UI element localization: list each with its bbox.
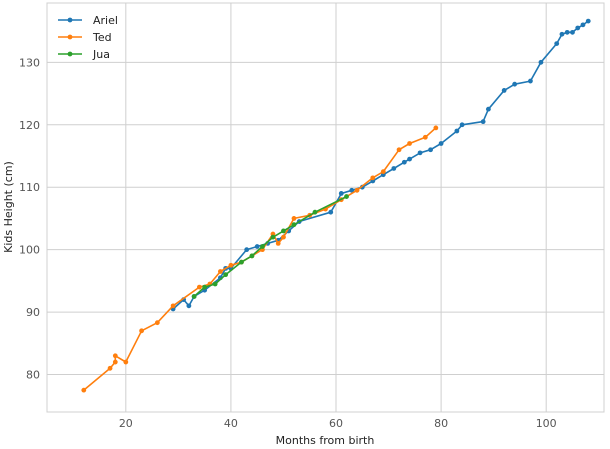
series-group	[81, 18, 591, 393]
series-jua	[191, 194, 349, 299]
legend-label: Ariel	[93, 14, 118, 27]
data-point	[291, 216, 297, 221]
data-point	[554, 41, 560, 46]
data-point	[154, 320, 160, 326]
tick-labels: 20 40 60 80 100 80 90 100 110 120 130	[19, 56, 557, 430]
data-point	[570, 29, 575, 35]
data-point	[559, 31, 565, 37]
data-point	[186, 303, 192, 309]
data-point	[112, 353, 118, 359]
data-point	[512, 81, 518, 87]
data-point	[585, 18, 591, 24]
data-point	[328, 209, 334, 215]
data-point	[538, 59, 544, 65]
y-axis-label: Kids Height (cm)	[2, 161, 15, 253]
x-tick-label: 40	[224, 417, 238, 430]
data-point	[501, 88, 507, 93]
legend-item-jua: Jua	[58, 48, 110, 61]
data-point	[401, 159, 407, 165]
data-point	[459, 122, 465, 128]
data-point	[254, 244, 260, 249]
legend-label: Ted	[92, 31, 112, 44]
data-point	[428, 147, 433, 153]
data-point	[422, 134, 428, 140]
data-point	[580, 22, 586, 28]
legend-swatch-marker	[67, 51, 73, 57]
data-point	[223, 272, 229, 278]
data-point	[239, 259, 244, 265]
x-tick-label: 20	[119, 417, 133, 430]
data-point	[139, 328, 144, 334]
legend-item-ted: Ted	[58, 31, 112, 44]
data-point	[354, 187, 360, 193]
data-point	[454, 128, 460, 134]
data-point	[196, 284, 202, 290]
y-tick-label: 90	[26, 306, 40, 319]
x-tick-label: 60	[329, 417, 343, 430]
legend-swatch-marker	[67, 34, 73, 40]
data-point	[396, 147, 402, 153]
y-tick-label: 120	[19, 119, 40, 132]
data-point	[338, 191, 344, 196]
data-point	[112, 359, 118, 365]
legend-swatch-marker	[67, 17, 73, 23]
data-point	[312, 209, 318, 215]
data-point	[380, 169, 386, 174]
data-point	[170, 303, 176, 309]
data-point	[575, 25, 581, 31]
data-point	[480, 119, 486, 125]
data-point	[107, 365, 113, 371]
data-point	[349, 187, 355, 193]
data-point	[281, 234, 286, 240]
data-point	[81, 387, 87, 393]
data-point	[270, 234, 276, 240]
data-point	[291, 222, 297, 228]
data-point	[191, 294, 197, 299]
data-point	[391, 166, 397, 171]
x-axis-label: Months from birth	[276, 434, 375, 447]
data-point	[564, 29, 570, 35]
grid-lines	[47, 3, 604, 412]
legend: Ariel Ted Jua	[58, 14, 118, 61]
y-tick-label: 80	[26, 369, 40, 382]
y-tick-label: 110	[19, 181, 40, 194]
y-tick-label: 130	[19, 56, 40, 69]
x-tick-label: 80	[434, 417, 448, 430]
data-point	[528, 78, 533, 84]
data-point	[417, 150, 423, 156]
legend-item-ariel: Ariel	[58, 14, 118, 27]
data-point	[433, 125, 439, 131]
data-point	[212, 281, 218, 287]
data-point	[123, 359, 129, 365]
data-point	[281, 228, 286, 234]
data-point	[249, 253, 255, 259]
data-point	[275, 241, 281, 246]
x-tick-label: 100	[536, 417, 557, 430]
data-point	[202, 284, 208, 290]
data-point	[344, 194, 349, 199]
data-point	[244, 247, 250, 253]
data-point	[218, 269, 223, 274]
data-point	[407, 156, 412, 162]
data-point	[228, 262, 234, 268]
data-point	[370, 175, 376, 181]
y-tick-label: 100	[19, 244, 40, 257]
data-point	[260, 244, 265, 249]
data-point	[407, 141, 412, 146]
data-point	[438, 141, 444, 146]
legend-label: Jua	[92, 48, 110, 61]
data-point	[485, 106, 491, 112]
